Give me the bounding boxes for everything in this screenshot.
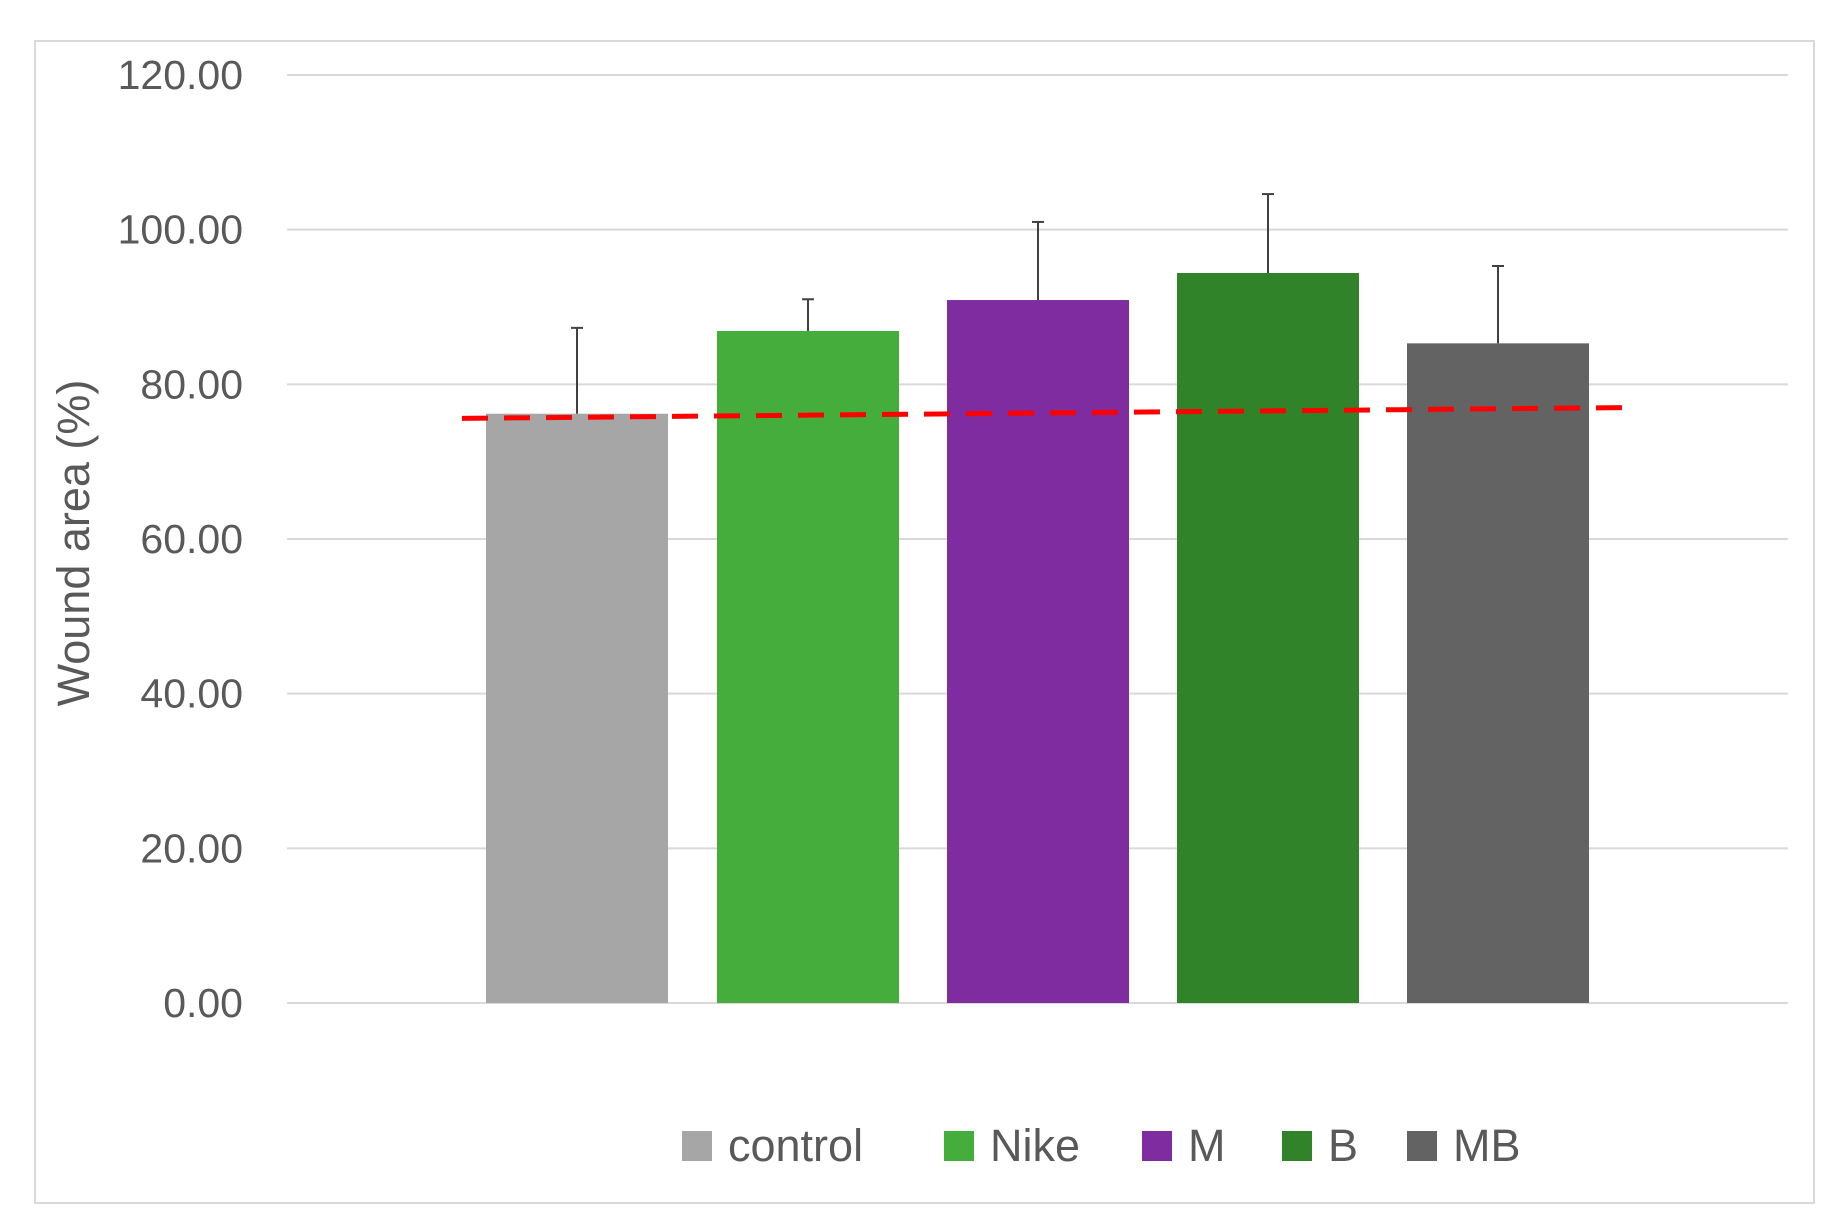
bar-b: [1177, 272, 1359, 1003]
y-axis-title: Wound area (%): [48, 380, 99, 707]
y-tick-label: 40.00: [140, 671, 243, 717]
legend-swatch-b: [1282, 1131, 1312, 1161]
bars: [486, 272, 1589, 1004]
y-tick-label: 120.00: [118, 52, 243, 98]
legend-swatch-control: [682, 1131, 712, 1161]
bar-m: [947, 300, 1129, 1003]
error-bars: [571, 193, 1504, 414]
legend-swatch-nike: [944, 1131, 974, 1161]
y-tick-label: 80.00: [140, 361, 243, 407]
legend-swatch-mb: [1407, 1131, 1437, 1161]
legend: control Nike M B MB: [682, 1120, 1521, 1171]
legend-label-control: control: [728, 1120, 863, 1171]
legend-swatch-m: [1142, 1131, 1172, 1161]
y-tick-label: 100.00: [118, 207, 243, 253]
y-axis-ticks: 0.00 20.00 40.00 60.00 80.00 100.00 120.00: [118, 52, 243, 1026]
legend-label-b: B: [1328, 1120, 1358, 1171]
reference-line: [461, 405, 1633, 421]
bar-control: [486, 413, 668, 1004]
y-tick-label: 60.00: [140, 516, 243, 562]
legend-label-nike: Nike: [990, 1120, 1080, 1171]
dashed-reference-line: [461, 405, 1633, 421]
bar-nike: [717, 330, 899, 1003]
y-tick-label: 0.00: [163, 980, 243, 1026]
legend-label-m: M: [1188, 1120, 1226, 1171]
bar-mb: [1407, 343, 1589, 1003]
y-tick-label: 20.00: [140, 825, 243, 871]
legend-label-mb: MB: [1453, 1120, 1521, 1171]
